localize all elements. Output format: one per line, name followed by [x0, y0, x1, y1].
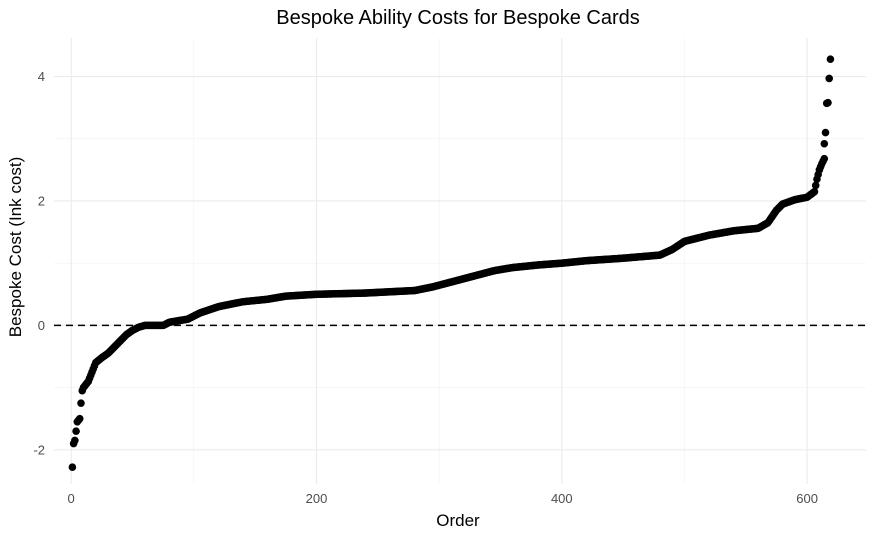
y-tick-label: 4	[38, 69, 45, 84]
data-point	[825, 74, 834, 83]
data-point	[810, 187, 819, 196]
major-gridlines	[54, 38, 866, 484]
data-point	[820, 154, 829, 163]
x-tick-label: 400	[551, 491, 573, 506]
chart-title: Bespoke Ability Costs for Bespoke Cards	[276, 7, 640, 29]
data-point	[72, 427, 80, 435]
minor-gridlines	[54, 38, 866, 484]
y-axis-title: Bespoke Cost (Ink cost)	[6, 157, 25, 337]
x-axis-title: Order	[436, 511, 480, 530]
data-point	[77, 399, 85, 407]
y-tick-labels: -2 0 2 4	[33, 69, 45, 457]
data-point	[821, 128, 830, 137]
y-tick-label: 0	[38, 318, 45, 333]
x-tick-label: 200	[306, 491, 328, 506]
y-tick-label: 2	[38, 193, 45, 208]
x-tick-labels: 0 200 400 600	[68, 491, 818, 506]
data-point	[68, 463, 77, 472]
data-point	[820, 139, 829, 148]
data-points	[68, 55, 835, 472]
x-tick-label: 600	[796, 491, 818, 506]
data-point	[826, 55, 835, 63]
data-point	[824, 98, 832, 107]
y-tick-label: -2	[33, 442, 45, 457]
data-point	[71, 436, 79, 445]
x-tick-label: 0	[68, 491, 75, 506]
data-point	[75, 414, 84, 423]
data-point	[811, 181, 820, 190]
